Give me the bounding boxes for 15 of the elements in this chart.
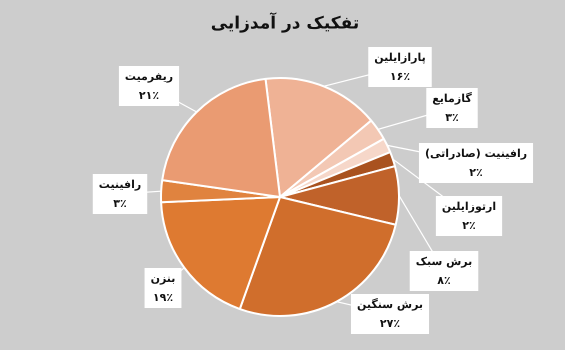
slice-label: رافینیت [98,178,142,191]
slice-label: گازمایع [432,92,472,105]
slice-label: ارتوزایلین [442,200,496,213]
slice-label: پارازایلین [374,50,426,64]
data-label: ۸٪ [437,274,451,287]
slice-label: ریفرمیت [124,70,174,83]
data-label: ۲٪ [469,166,483,179]
data-label: ۲٪ [462,218,476,232]
data-label: ۳٪ [445,110,459,124]
slice-label: برش سبک [416,254,472,268]
data-label: ۲۷٪ [380,316,400,330]
data-label: ۳٪ [113,196,127,210]
data-label: ۱۹٪ [152,290,174,304]
chart-title: تفکیک در آمدزایی [210,11,360,34]
data-label: ۱۶٪ [390,70,410,83]
